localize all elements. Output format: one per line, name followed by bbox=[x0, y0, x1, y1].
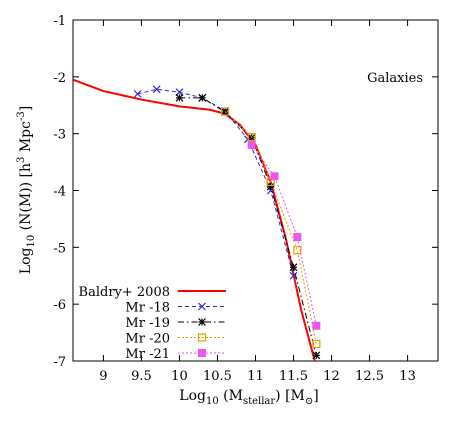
x-tick-label: 9.5 bbox=[131, 369, 152, 384]
legend-marker-mr-18 bbox=[198, 302, 206, 311]
legend-label-mr-20: Mr -20 bbox=[125, 332, 170, 347]
y-tick-label: -3 bbox=[53, 128, 66, 143]
ticks: 9 9.5 10 10.5 11 11.5 12 12.5 13 -7 -6 -5 -4 -3 -2 -1 bbox=[53, 14, 438, 384]
data-point-mr-20 bbox=[293, 246, 302, 255]
marker-stroke bbox=[175, 88, 184, 97]
data-point-mr-21 bbox=[293, 233, 302, 242]
x-tick-label: 11.5 bbox=[279, 369, 308, 384]
y-tick-label: -4 bbox=[53, 185, 66, 200]
legend-marker-mr-20 bbox=[197, 333, 207, 342]
y-tick-label: -2 bbox=[53, 71, 66, 86]
y-tick-label: -5 bbox=[53, 241, 66, 256]
legend-label-mr-18: Mr -18 bbox=[125, 301, 170, 316]
y-axis-label: Log10 (N(M)) [h3 Mpc-3] bbox=[16, 106, 37, 274]
legend-marker-mr-21 bbox=[198, 349, 206, 357]
series-line-mr-21 bbox=[251, 144, 317, 326]
legend-label-mr-21: Mr -21 bbox=[125, 347, 170, 362]
marker-stroke bbox=[198, 302, 206, 311]
legend-label-mr-19: Mr -19 bbox=[125, 316, 170, 331]
marker-stroke bbox=[133, 89, 142, 98]
data-point-mr-19 bbox=[175, 93, 184, 102]
annotation-galaxies: Galaxies bbox=[367, 71, 423, 86]
series-layer bbox=[73, 78, 321, 361]
data-point-mr-20 bbox=[247, 132, 256, 142]
data-point-mr-19 bbox=[289, 263, 298, 272]
data-point-mr-20 bbox=[220, 107, 230, 116]
marker-stroke bbox=[289, 271, 298, 280]
x-tick-label: 10 bbox=[171, 369, 188, 384]
data-point-mr-21 bbox=[312, 321, 321, 330]
marker-stroke bbox=[152, 85, 161, 94]
data-point-mr-18 bbox=[133, 89, 142, 98]
x-tick-label: 11 bbox=[247, 369, 264, 384]
series-line-mr-20 bbox=[224, 111, 317, 345]
data-point-mr-18 bbox=[152, 85, 161, 94]
series-mr-20 bbox=[220, 107, 321, 349]
series-mr-18 bbox=[133, 85, 298, 280]
x-tick-label: 9 bbox=[99, 369, 107, 384]
y-tick-label: -7 bbox=[53, 355, 66, 370]
data-point-mr-18 bbox=[175, 88, 184, 97]
legend-marker-mr-19 bbox=[198, 318, 206, 326]
x-tick-label: 12 bbox=[323, 369, 340, 384]
y-tick-label: -6 bbox=[53, 298, 66, 313]
x-axis-label: Log10 (Mstellar) [M⊙] bbox=[179, 388, 318, 407]
data-point-mr-21 bbox=[270, 172, 279, 181]
x-tick-label: 12.5 bbox=[355, 369, 384, 384]
x-tick-label: 13 bbox=[399, 369, 416, 384]
data-point-mr-19 bbox=[198, 93, 207, 102]
x-tick-label: 10.5 bbox=[203, 369, 232, 384]
data-point-mr-21 bbox=[247, 141, 256, 150]
series-mr-21 bbox=[247, 141, 321, 330]
y-tick-label: -1 bbox=[53, 14, 66, 29]
legend-label-baldry-2008: Baldry+ 2008 bbox=[79, 285, 170, 300]
data-point-mr-19 bbox=[312, 351, 321, 360]
data-point-mr-20 bbox=[312, 339, 321, 349]
